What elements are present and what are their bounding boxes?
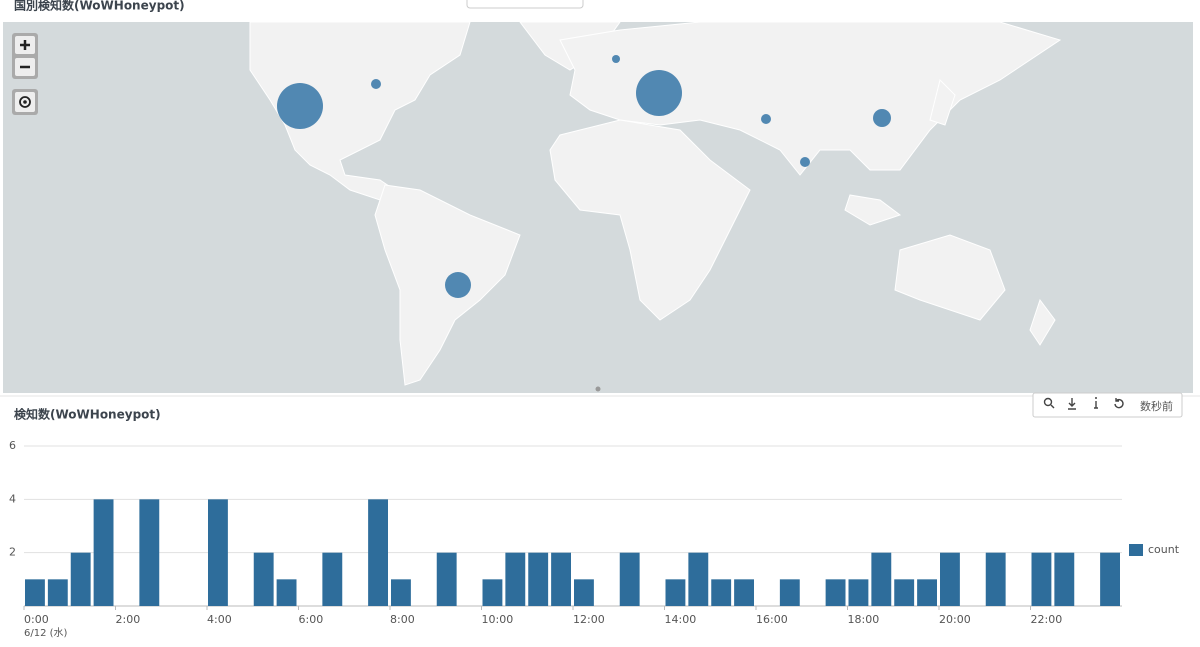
- bar: [1031, 552, 1052, 606]
- x-tick-label: 8:00: [390, 613, 415, 626]
- bar: [574, 579, 594, 606]
- y-tick-label: 6: [9, 439, 16, 452]
- bar: [848, 579, 869, 606]
- toolbar: 数秒前: [1032, 392, 1183, 418]
- markers: [277, 55, 891, 298]
- bar: [322, 552, 343, 606]
- land: [249, 21, 1062, 386]
- info-icon[interactable]: [1094, 401, 1098, 409]
- x-tick-label: 12:00: [573, 613, 605, 626]
- x-tick-label: 16:00: [756, 613, 788, 626]
- bar: [1054, 552, 1075, 606]
- bar: [505, 552, 526, 606]
- map-title: 国別検知数(WoWHoneypot): [14, 0, 185, 13]
- bar: [276, 579, 297, 606]
- toolbar-box: [1032, 392, 1183, 418]
- zoom-controls: [12, 33, 38, 115]
- bar: [871, 552, 892, 606]
- bar: [825, 579, 846, 606]
- bar: [734, 579, 754, 606]
- x-tick-label: 10:00: [482, 613, 514, 626]
- bar: [940, 552, 960, 606]
- bar: [436, 552, 457, 606]
- dropdown[interactable]: [466, 0, 584, 9]
- bar: [665, 579, 686, 606]
- x-tick-label: 14:00: [665, 613, 697, 626]
- x-tick-label: 0:00: [24, 613, 49, 626]
- bar: [1100, 552, 1120, 606]
- refresh-time: 数秒前: [1140, 399, 1173, 413]
- refresh-icon[interactable]: [1114, 398, 1124, 409]
- x-tick-label: 6:00: [299, 613, 324, 626]
- bar: [779, 579, 800, 606]
- x-tick-label: 20:00: [939, 613, 971, 626]
- locate-icon: [19, 96, 31, 108]
- search-icon[interactable]: [1043, 397, 1055, 409]
- bar: [139, 499, 160, 606]
- bar: [253, 552, 274, 606]
- bar: [619, 552, 640, 606]
- bar: [93, 499, 114, 606]
- bar: [208, 499, 228, 606]
- bar: [711, 579, 732, 606]
- x-tick-label: 18:00: [848, 613, 880, 626]
- bar: [528, 552, 549, 606]
- bar: [70, 552, 91, 606]
- x-tick-label: 2:00: [116, 613, 141, 626]
- map[interactable]: [3, 21, 1193, 393]
- info-dot: [1095, 397, 1097, 399]
- export-icon[interactable]: [1068, 398, 1076, 410]
- plus-icon: [20, 40, 30, 50]
- bar: [551, 552, 571, 606]
- bar: [688, 552, 709, 606]
- x-tick-label: 4:00: [207, 613, 232, 626]
- bar: [917, 579, 937, 606]
- bar: [47, 579, 68, 606]
- y-tick-label: 4: [9, 492, 16, 505]
- y-tick-label: 2: [9, 546, 16, 559]
- bar: [894, 579, 915, 606]
- legend-label: count: [1148, 543, 1180, 556]
- resize-handle[interactable]: [595, 386, 601, 392]
- x-tick-label: 22:00: [1031, 613, 1063, 626]
- chart-title: 検知数(WoWHoneypot): [14, 407, 161, 422]
- bar: [25, 579, 45, 606]
- legend-swatch: [1129, 544, 1143, 556]
- bar: [985, 552, 1006, 606]
- bar-chart: 2 4 6 count 0:00 2:00 4:00 6:00 8:00 10:00 12:00 14…: [9, 439, 1180, 639]
- locate-dot: [23, 100, 27, 104]
- bar: [482, 579, 503, 606]
- bar: [391, 579, 411, 606]
- x-date-label: 6/12 (水): [24, 627, 68, 639]
- bar: [368, 499, 388, 606]
